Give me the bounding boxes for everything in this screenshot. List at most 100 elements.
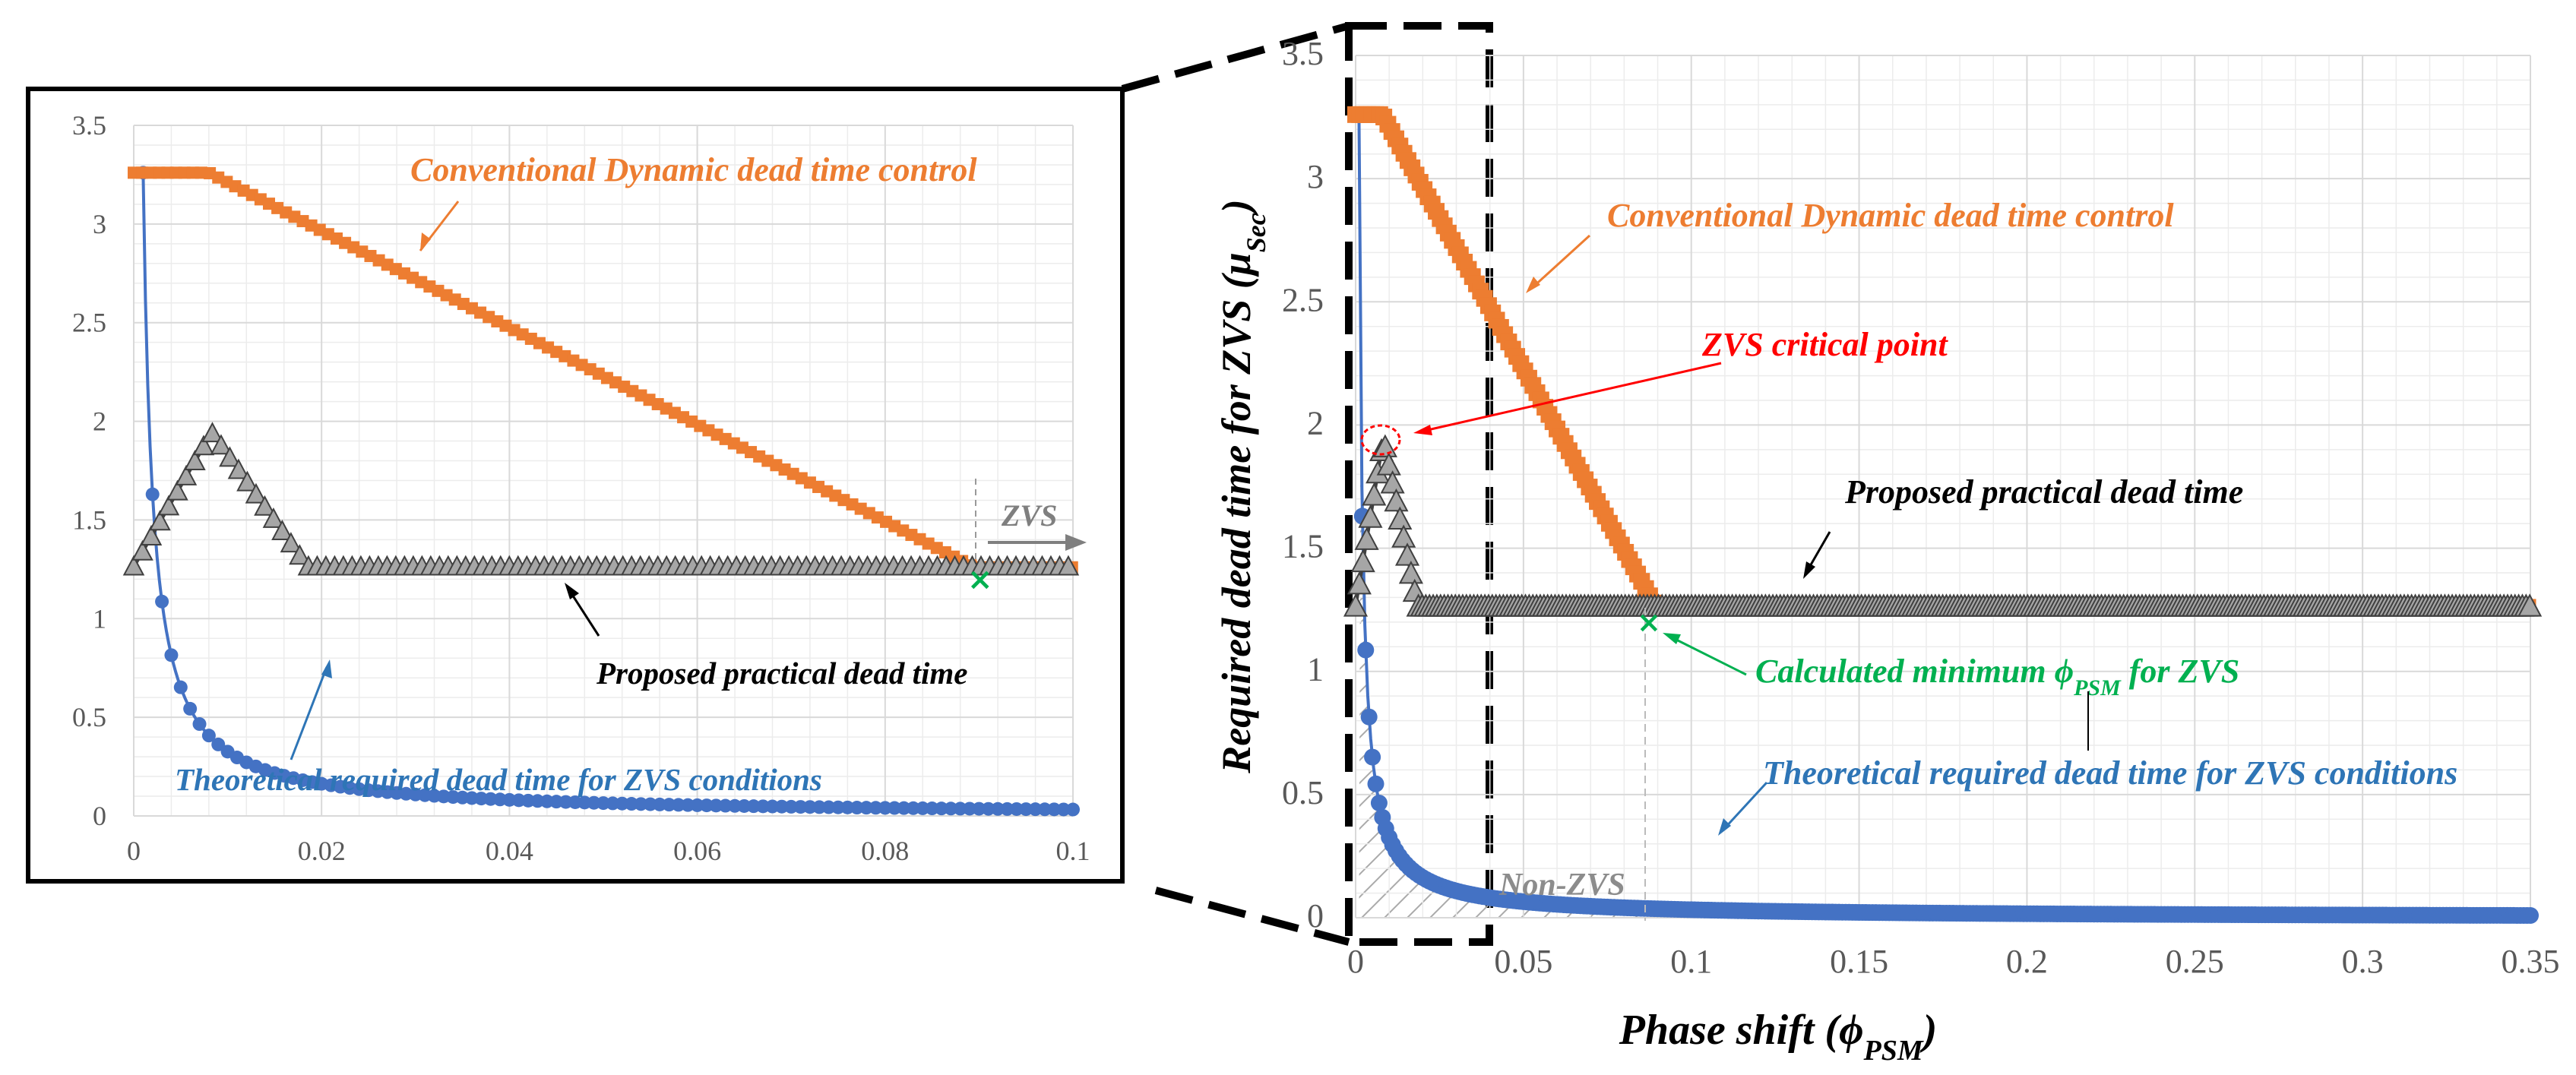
x-tick-label: 0 (1347, 943, 1364, 980)
blue-series-point (925, 802, 939, 816)
x-tick-label: 0.35 (2502, 943, 2560, 980)
black-series-point (1362, 482, 1387, 506)
zoom-connector (1121, 22, 1493, 946)
blue-series-point (2522, 906, 2539, 924)
left-panel-frame (26, 87, 1125, 884)
right-x-axis-title: Phase shift (ϕPSM) (1619, 1007, 1938, 1067)
x-tick-label: 0.15 (1830, 943, 1888, 980)
black-series-point (1384, 488, 1409, 512)
blue-series-point (1009, 802, 1024, 816)
blue-series-point (1364, 748, 1381, 766)
black-series-point (166, 479, 188, 501)
black-series-point (1354, 526, 1379, 550)
min-phi-marker: × (1637, 605, 1661, 639)
blue-series-point (1047, 802, 1062, 817)
black-series-point (131, 539, 153, 561)
left-gridlines (133, 125, 1074, 817)
black-series-point (1394, 542, 1420, 566)
black-series-point (184, 450, 206, 471)
blue-series-point (1360, 708, 1378, 726)
blue-series-point (1000, 802, 1014, 816)
blue-series-point (201, 729, 216, 743)
left-orange-label: Conventional Dynamic dead time control (410, 151, 977, 188)
blue-series-point (211, 737, 226, 751)
y-tick-label: 1.5 (1282, 528, 1324, 565)
right-orange-arrow (1530, 234, 1591, 290)
y-tick-label: 3.5 (72, 110, 106, 141)
x-tick-label: 0.02 (298, 836, 346, 866)
right-critical-arrowhead (1413, 425, 1432, 435)
x-tick-label: 0.1 (1670, 943, 1712, 980)
left-orange-arrowhead (420, 232, 431, 251)
x-tick-label: 0.05 (1494, 943, 1552, 980)
blue-series-point (145, 487, 160, 501)
y-tick-label: 0.5 (1282, 774, 1324, 811)
y-tick-label: 1 (1307, 651, 1324, 688)
black-series-point (219, 446, 241, 467)
black-series-point (2517, 593, 2543, 617)
black-series-point (157, 495, 180, 516)
black-series-point (1388, 506, 1413, 530)
y-tick-label: 0.5 (72, 702, 106, 732)
blue-series-point (155, 594, 169, 609)
right-gridlines (1355, 55, 2531, 918)
y-tick-label: 3 (93, 209, 106, 239)
left-blue-arrowhead (321, 659, 332, 678)
x-tick-label: 0.1 (1056, 836, 1090, 866)
y-tick-label: 2 (1307, 404, 1324, 441)
black-series-point (140, 525, 163, 545)
blue-series-point (953, 802, 967, 816)
x-tick-label: 0.04 (486, 836, 533, 866)
non-zvs-label: Non-ZVS (1498, 868, 1625, 903)
y-tick-label: 3.5 (1282, 35, 1324, 72)
right-critical-label: ZVS critical point (1701, 326, 1948, 363)
black-series-point (227, 458, 250, 479)
right-series (1343, 106, 2543, 924)
black-series-point (122, 555, 145, 576)
critical-point-circle (1360, 424, 1401, 456)
black-series-point (1380, 470, 1405, 494)
black-series-point (1391, 524, 1416, 548)
black-series-point (1358, 504, 1383, 528)
y-tick-label: 3 (1307, 158, 1324, 195)
black-series-point (201, 422, 223, 443)
x-tick-label: 0.25 (2166, 943, 2224, 980)
right-min-phi-arrow (1669, 635, 1747, 676)
blue-series-point (991, 802, 1005, 816)
right-critical-arrow (1420, 362, 1722, 433)
black-series-point (192, 435, 215, 456)
right-orange-arrowhead (1526, 277, 1540, 293)
blue-series-point (1367, 775, 1385, 792)
blue-series-line (141, 172, 1074, 811)
right-y-axis-title: Required dead time for ZVS (μSec) (1214, 199, 1271, 773)
x-tick-label: 0.3 (2342, 943, 2384, 980)
blue-series-point (164, 648, 179, 662)
black-series-point (210, 434, 233, 455)
black-series-point (1057, 555, 1080, 576)
blue-series-point (1066, 802, 1080, 817)
x-tick-label: 0 (127, 836, 141, 866)
black-series-point (254, 495, 276, 516)
non-zvs-hatch-region (1359, 382, 2530, 918)
right-black-label: Proposed practical dead time (1844, 473, 2243, 511)
blue-series-point (963, 802, 977, 816)
x-tick-label: 0.06 (673, 836, 721, 866)
left-zvs-arrowhead (1065, 534, 1087, 551)
black-series-point (1376, 452, 1401, 476)
blue-series-point (183, 701, 198, 716)
blue-series-point (944, 802, 958, 816)
left-tick-labels: 0 0.02 0.04 0.06 0.08 0.1 0 0.5 1 1.5 2 2.5 3 3.5 (72, 110, 1090, 866)
blue-series-point (1037, 802, 1052, 817)
black-series-point (245, 482, 267, 504)
y-tick-label: 2 (93, 406, 106, 437)
x-tick-label: 0.2 (2006, 943, 2048, 980)
right-tick-labels: 0 0.05 0.1 0.15 0.2 0.25 0.3 0.35 0 0.5 1 1.5 2 2.5 3 3… (1282, 35, 2560, 980)
x-tick-label: 0.08 (861, 836, 909, 866)
black-series-point (262, 507, 285, 528)
black-series-point (271, 520, 293, 540)
black-series-point (289, 544, 311, 565)
y-tick-label: 1.5 (72, 504, 106, 535)
y-tick-label: 2.5 (1282, 281, 1324, 318)
right-blue-label: Theoretical required dead time for ZVS c… (1763, 754, 2457, 792)
